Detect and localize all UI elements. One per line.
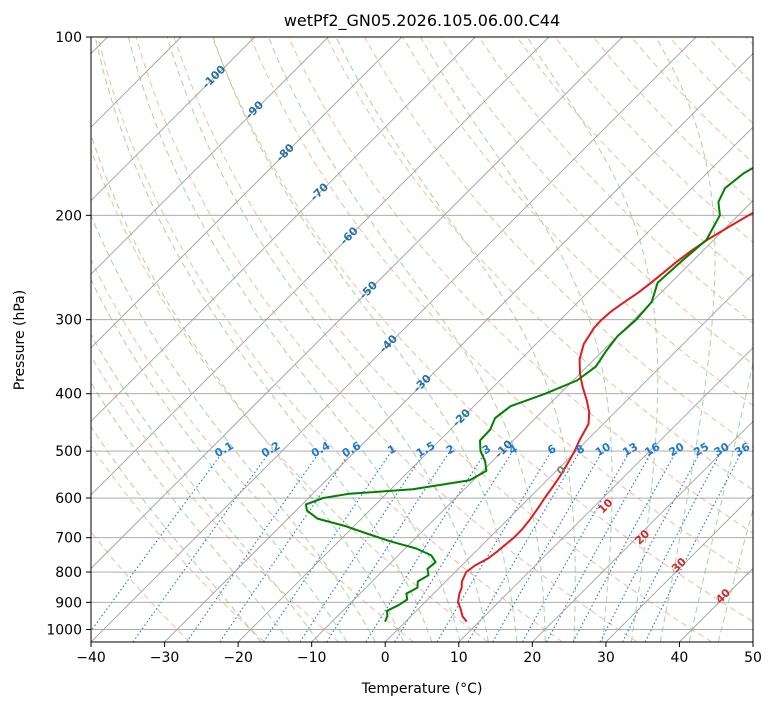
dry-adiabat-line — [97, 37, 563, 642]
y-tick-label: 700 — [55, 531, 82, 547]
y-tick-label: 800 — [55, 565, 82, 581]
dry-adiabat-line — [249, 37, 753, 578]
moist-adiabat-line — [267, 37, 546, 642]
moist-adiabat-line — [526, 37, 659, 642]
x-tick-label: −20 — [223, 650, 253, 666]
moist-adiabat-line — [91, 133, 405, 642]
dry-adiabat-line — [326, 37, 753, 491]
dry-adiabat-line — [173, 37, 713, 642]
mixing-ratio-line — [186, 450, 321, 642]
isotherm-line — [91, 37, 255, 202]
isotherm-line — [91, 37, 550, 496]
moist-adiabat-line — [91, 333, 319, 642]
y-tick-label: 200 — [55, 208, 82, 224]
moist-adiabat-line — [166, 37, 489, 642]
temperature-line — [457, 211, 753, 623]
y-axis-label: Pressure (hPa) — [12, 290, 28, 390]
chart-title: wetPf2_GN05.2026.105.06.00.C44 — [284, 11, 560, 31]
y-tick-label: 400 — [55, 387, 82, 403]
moist-adiabat-line — [717, 507, 753, 642]
isotherm-line — [91, 37, 329, 275]
profile-lines — [304, 166, 753, 623]
dry-adiabat-line — [91, 258, 414, 642]
y-tick-label: 600 — [55, 491, 82, 507]
moist-adiabat-line — [212, 37, 518, 642]
moist-adiabat-line — [91, 278, 348, 642]
moist-adiabat-line — [91, 214, 376, 642]
isotherm-line — [91, 37, 403, 349]
background-lines — [91, 37, 753, 642]
y-axis: 100 200 300 400 500 600 700 800 900 1000 — [46, 30, 91, 638]
mixing-ratio-line — [394, 450, 514, 642]
dry-adiabat-line — [91, 445, 265, 642]
x-tick-label: 10 — [450, 650, 468, 666]
isotherm-line — [91, 37, 623, 570]
isotherm-line — [164, 52, 753, 642]
mixing-ratio-line — [219, 450, 352, 642]
x-tick-label: −10 — [297, 650, 327, 666]
moist-adiabat-line — [655, 37, 716, 642]
mixing-ratio-line — [263, 450, 392, 642]
isotherm-line — [458, 347, 753, 642]
y-tick-label: 100 — [55, 30, 82, 46]
moist-adiabat-line — [94, 37, 433, 642]
x-tick-label: 0 — [381, 650, 390, 666]
x-tick-label: 40 — [671, 650, 689, 666]
plot-area — [91, 37, 753, 642]
moist-adiabat-line — [91, 381, 291, 642]
y-tick-label: 500 — [55, 444, 82, 460]
x-axis: −40 −30 −20 −10 0 10 20 30 40 50 — [76, 642, 762, 666]
isotherm-line — [91, 37, 476, 422]
x-tick-label: 20 — [523, 650, 541, 666]
mixing-ratio-line — [299, 450, 426, 642]
x-tick-label: −30 — [150, 650, 180, 666]
mixing-ratio-line — [546, 450, 653, 642]
dry-adiabat-line — [211, 37, 753, 623]
isotherm-line — [384, 273, 753, 642]
x-axis-label: Temperature (°C) — [361, 681, 483, 697]
y-tick-label: 900 — [55, 595, 82, 611]
isotherm-line — [91, 37, 697, 642]
mixing-ratio-line — [522, 450, 631, 642]
x-tick-label: 50 — [744, 650, 762, 666]
plot-frame — [90, 36, 754, 643]
dewpoint-line — [304, 166, 753, 623]
moist-adiabat-line — [128, 37, 461, 642]
x-tick-label: 30 — [597, 650, 615, 666]
isotherm-line — [605, 494, 753, 642]
moist-adiabat-line — [688, 360, 753, 642]
dry-adiabat-line — [287, 37, 753, 534]
mixing-ratio-line — [326, 450, 451, 642]
y-tick-label: 300 — [55, 313, 82, 329]
isotherm-line — [237, 126, 753, 642]
mixing-ratio-line — [132, 450, 271, 642]
mixing-ratio-line — [644, 450, 743, 642]
x-tick-label: −40 — [76, 650, 106, 666]
dry-adiabat-line — [91, 355, 340, 642]
isotherm-line — [532, 420, 753, 642]
moist-adiabat-line — [91, 425, 262, 642]
moist-adiabat-line — [335, 37, 576, 642]
y-tick-label: 1000 — [46, 622, 82, 638]
moist-adiabat-line — [420, 37, 613, 642]
mixing-ratio-line — [91, 450, 224, 632]
mixing-ratio-line — [572, 450, 677, 642]
